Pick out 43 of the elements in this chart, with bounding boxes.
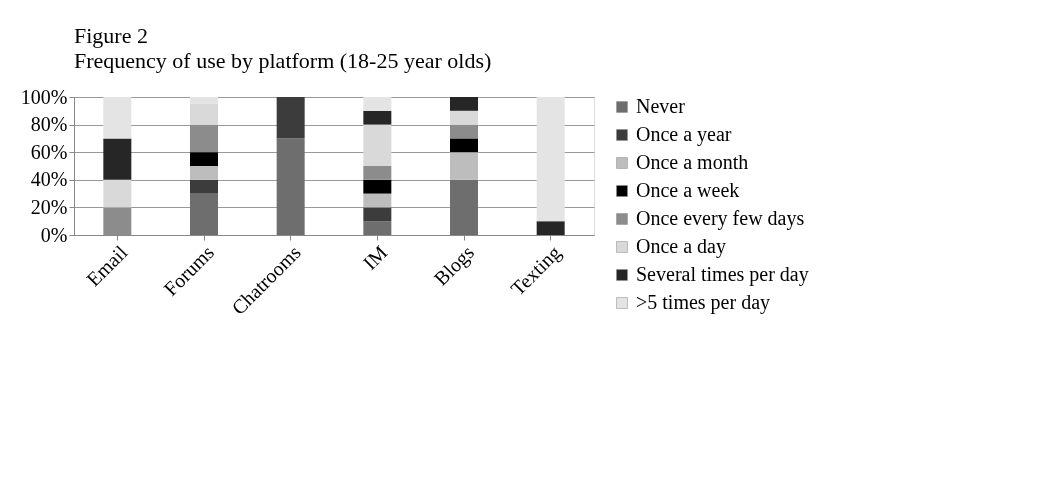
legend-label: Once a year bbox=[636, 123, 732, 146]
legend-label: Once a week bbox=[636, 179, 740, 201]
bar bbox=[363, 221, 392, 235]
y-tick-label: 100% bbox=[20, 85, 68, 108]
y-tick-label: 20% bbox=[30, 195, 68, 218]
bar bbox=[363, 124, 392, 166]
y-tick-label: 60% bbox=[30, 140, 68, 163]
bar bbox=[363, 193, 392, 208]
legend-label: >5 times per day bbox=[636, 291, 771, 314]
bar bbox=[103, 179, 132, 208]
legend-label: Once a month bbox=[636, 151, 749, 173]
bar bbox=[363, 110, 392, 125]
chart-subtitle: Frequency of use by platform (18-25 year olds) bbox=[74, 48, 492, 73]
y-tick-label: 80% bbox=[30, 113, 68, 136]
bar bbox=[190, 166, 218, 180]
bar bbox=[103, 97, 132, 139]
bar bbox=[103, 138, 132, 180]
bar bbox=[363, 179, 392, 194]
legend-label: Once a day bbox=[636, 235, 726, 258]
bar bbox=[190, 124, 218, 153]
bar bbox=[450, 138, 478, 153]
bar bbox=[276, 97, 305, 139]
x-tick-label: IM bbox=[358, 240, 392, 274]
bar bbox=[363, 207, 392, 222]
legend-label: Several times per day bbox=[636, 263, 809, 286]
bar bbox=[450, 110, 478, 125]
bar bbox=[450, 124, 478, 139]
bar bbox=[190, 152, 218, 166]
bar bbox=[363, 166, 392, 180]
bar bbox=[450, 97, 478, 111]
bar bbox=[536, 97, 565, 222]
legend-label: Once every few days bbox=[636, 207, 805, 230]
bar bbox=[536, 221, 565, 235]
bar bbox=[190, 193, 218, 235]
y-tick-label: 0% bbox=[40, 223, 68, 246]
bar bbox=[363, 97, 392, 111]
bar bbox=[450, 152, 478, 180]
bar bbox=[190, 179, 218, 194]
bar bbox=[276, 138, 305, 235]
y-tick-label: 40% bbox=[30, 168, 68, 191]
bar bbox=[450, 179, 478, 235]
legend-label: Never bbox=[636, 95, 686, 117]
chart-title: Figure 2 bbox=[74, 23, 148, 48]
